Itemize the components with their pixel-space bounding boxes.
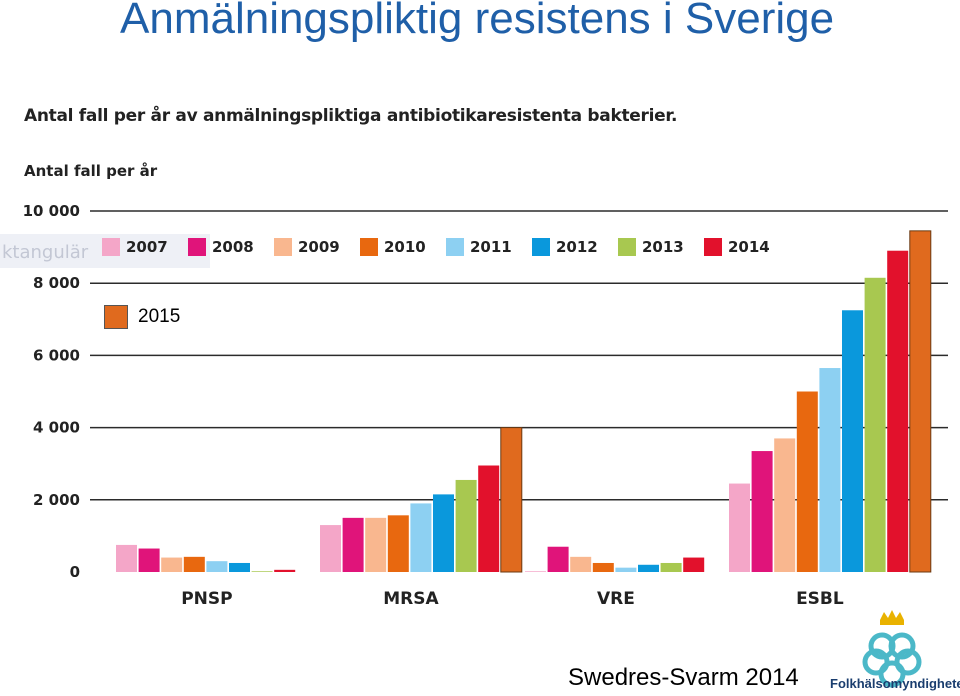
legend-swatch <box>532 238 550 256</box>
legend-swatch-2015 <box>104 305 128 329</box>
source-caption: Swedres-Svarm 2014 <box>568 664 799 691</box>
legend-item-2010: 2010 <box>360 238 446 256</box>
bar-chart: 0 2 000 4 000 6 000 8 000 10 000 PNSP MRSA VRE ES… <box>23 202 948 609</box>
bar-MRSA-2012 <box>433 494 454 572</box>
bar-ESBL-2014 <box>887 250 909 572</box>
bar-ESBL-2009 <box>774 438 796 572</box>
y-tick-label: 8 000 <box>33 274 80 292</box>
y-tick-label: 6 000 <box>33 346 80 364</box>
legend-label: 2007 <box>126 238 168 256</box>
bar-MRSA-2011 <box>410 503 432 572</box>
bar-VRE-2013 <box>660 562 682 572</box>
legend-label: 2011 <box>470 238 512 256</box>
legend-label: 2009 <box>298 238 340 256</box>
x-tick-label: PNSP <box>181 589 232 609</box>
y-tick-label: 2 000 <box>33 491 80 509</box>
legend-swatch <box>704 238 722 256</box>
bar-VRE-2012 <box>638 564 659 572</box>
bar-PNSP-2013 <box>251 571 273 572</box>
bar-PNSP-2011 <box>206 561 228 572</box>
bar-ESBL-2013 <box>864 277 886 572</box>
legend-swatch <box>360 238 378 256</box>
x-tick-label: MRSA <box>383 589 439 609</box>
legend-item-2013: 2013 <box>618 238 704 256</box>
bar-VRE-2014 <box>683 557 705 572</box>
y-tick-label: 0 <box>70 563 80 581</box>
bar-PNSP-2009 <box>161 557 183 572</box>
bar-PNSP-2010 <box>183 556 205 572</box>
bar-MRSA-2015 <box>500 427 523 573</box>
chart-title: Antal fall per år av anmälningspliktiga … <box>24 106 678 126</box>
legend-label: 2014 <box>728 238 770 256</box>
legend-swatch <box>446 238 464 256</box>
legend-item-2011: 2011 <box>446 238 532 256</box>
logo-wordmark: Folkhälsomyndigheten <box>830 676 960 691</box>
legend-label: 2012 <box>556 238 598 256</box>
legend-swatch <box>188 238 206 256</box>
legend-label-2015: 2015 <box>138 306 181 327</box>
bar-MRSA-2009 <box>365 517 387 572</box>
bar-VRE-2007 <box>525 571 546 572</box>
bar-VRE-2009 <box>570 556 592 572</box>
legend-item-2015: 2015 <box>104 305 180 329</box>
legend-swatch <box>274 238 292 256</box>
y-tick-label: 4 000 <box>33 419 80 437</box>
bar-PNSP-2008 <box>138 548 160 572</box>
slide-title: Anmälningspliktig resistens i Sverige <box>120 0 835 43</box>
x-tick-label: VRE <box>597 589 635 609</box>
bar-MRSA-2010 <box>387 515 409 572</box>
bar-VRE-2010 <box>592 562 614 572</box>
bar-ESBL-2011 <box>819 368 841 572</box>
legend-item-2014: 2014 <box>704 238 790 256</box>
legend-label: 2010 <box>384 238 426 256</box>
legend-label: 2008 <box>212 238 254 256</box>
bar-VRE-2008 <box>547 546 569 572</box>
legend-item-2012: 2012 <box>532 238 618 256</box>
legend-swatch <box>618 238 636 256</box>
legend-item-2008: 2008 <box>188 238 274 256</box>
bar-ESBL-2012 <box>842 310 863 572</box>
bar-MRSA-2007 <box>320 525 341 572</box>
bar-PNSP-2014 <box>274 569 296 572</box>
y-tick-label: 10 000 <box>23 202 80 220</box>
x-tick-label: ESBL <box>796 589 844 609</box>
bar-MRSA-2014 <box>478 465 500 572</box>
bar-MRSA-2008 <box>342 517 364 572</box>
bar-ESBL-2008 <box>751 451 773 572</box>
legend-label: 2013 <box>642 238 684 256</box>
bar-PNSP-2007 <box>116 544 137 572</box>
legend: 2007 2008 2009 2010 2011 2012 2013 2014 <box>102 238 790 256</box>
legend-item-2009: 2009 <box>274 238 360 256</box>
bar-ESBL-2007 <box>729 483 750 572</box>
bar-VRE-2011 <box>615 567 637 572</box>
bar-ESBL-2015 <box>909 230 932 573</box>
y-axis-label: Antal fall per år <box>24 162 158 180</box>
bar-PNSP-2012 <box>229 562 250 572</box>
overlay-placeholder-text: ktangulär <box>2 242 89 263</box>
legend-item-2007: 2007 <box>102 238 188 256</box>
bar-ESBL-2010 <box>796 391 818 572</box>
folkhalsomyndigheten-logo <box>862 610 922 688</box>
bar-MRSA-2013 <box>455 479 477 572</box>
legend-swatch <box>102 238 120 256</box>
